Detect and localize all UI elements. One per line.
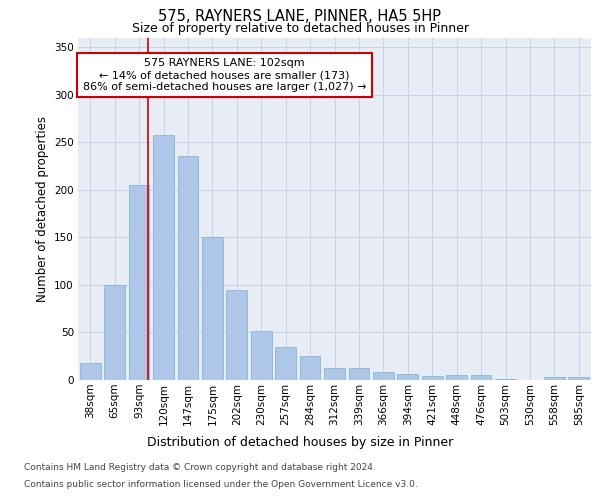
Bar [226,290,247,380]
Bar [128,185,149,380]
Bar [251,330,272,380]
Bar [446,375,467,380]
Bar [275,346,296,380]
Bar [80,363,101,380]
Bar [373,372,394,380]
Y-axis label: Number of detached properties: Number of detached properties [35,116,49,302]
Bar [324,368,345,380]
Bar [470,375,491,380]
Bar [349,368,370,380]
Bar [422,376,443,380]
Bar [104,285,125,380]
Text: Contains public sector information licensed under the Open Government Licence v3: Contains public sector information licen… [24,480,418,489]
Bar [495,379,516,380]
Bar [153,136,174,380]
Text: 575, RAYNERS LANE, PINNER, HA5 5HP: 575, RAYNERS LANE, PINNER, HA5 5HP [158,9,442,24]
Text: Distribution of detached houses by size in Pinner: Distribution of detached houses by size … [147,436,453,449]
Text: Contains HM Land Registry data © Crown copyright and database right 2024.: Contains HM Land Registry data © Crown c… [24,462,376,471]
Bar [397,374,418,380]
Bar [568,377,589,380]
Bar [299,356,320,380]
Bar [202,238,223,380]
Text: Size of property relative to detached houses in Pinner: Size of property relative to detached ho… [131,22,469,35]
Bar [544,377,565,380]
Bar [178,156,199,380]
Text: 575 RAYNERS LANE: 102sqm
← 14% of detached houses are smaller (173)
86% of semi-: 575 RAYNERS LANE: 102sqm ← 14% of detach… [83,58,367,92]
